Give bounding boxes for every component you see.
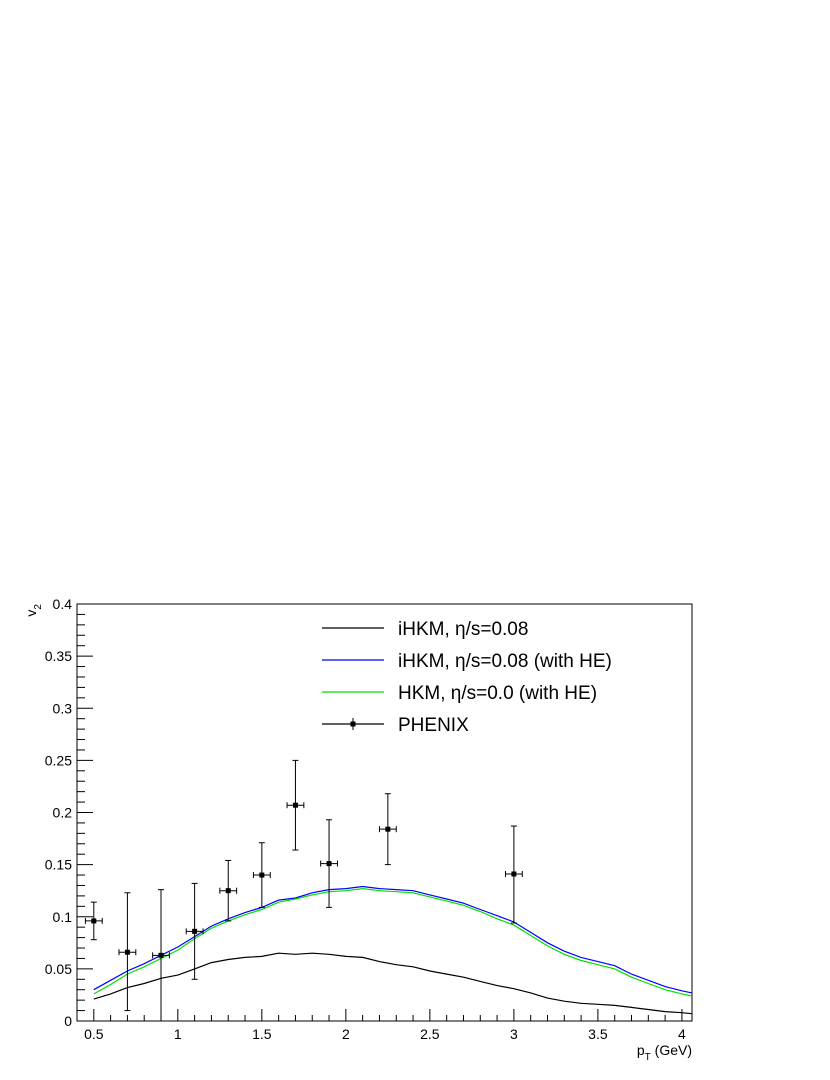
y-tick-label: 0.25 bbox=[45, 752, 72, 768]
y-tick-label: 0.05 bbox=[45, 961, 72, 977]
x-tick-labels: 0.5 1 1.5 2 2.5 3 3.5 4 bbox=[84, 1026, 686, 1042]
phenix-point bbox=[152, 889, 170, 1022]
axis-ticks bbox=[76, 603, 683, 1022]
series-line-3 bbox=[93, 887, 693, 997]
x-tick-label: 1.5 bbox=[252, 1026, 272, 1042]
y-tick-label: 0.1 bbox=[53, 909, 73, 925]
phenix-point bbox=[118, 892, 137, 1012]
legend-label: iHKM, η/s=0.08 bbox=[398, 619, 528, 640]
legend-label: iHKM, η/s=0.08 (with HE) bbox=[398, 651, 612, 672]
model-curves bbox=[93, 885, 693, 1015]
series-line-2 bbox=[93, 885, 693, 994]
point-marker bbox=[385, 826, 391, 832]
point-marker bbox=[124, 949, 130, 955]
x-axis-label: pT (GeV) bbox=[637, 1042, 692, 1063]
phenix-point bbox=[185, 882, 204, 980]
y-axis-label: v2 bbox=[23, 604, 44, 617]
x-tick-label: 3.5 bbox=[588, 1026, 608, 1042]
y-tick-label: 0.4 bbox=[53, 596, 73, 612]
phenix-point bbox=[286, 759, 305, 851]
y-tick-label: 0 bbox=[64, 1013, 72, 1029]
legend-marker bbox=[350, 721, 356, 727]
legend-label: HKM, η/s=0.0 (with HE) bbox=[398, 683, 597, 704]
x-tick-label: 2.5 bbox=[420, 1026, 440, 1042]
y-tick-label: 0.15 bbox=[45, 857, 72, 873]
legend-entry: PHENIX bbox=[322, 715, 469, 736]
point-marker bbox=[225, 888, 231, 894]
phenix-point bbox=[252, 842, 271, 908]
phenix-point bbox=[504, 825, 523, 924]
legend-entry: HKM, η/s=0.0 (with HE) bbox=[322, 683, 597, 704]
x-tick-label: 4 bbox=[678, 1026, 686, 1042]
point-marker bbox=[259, 872, 265, 878]
y-tick-labels: 0 0.05 0.1 0.15 0.2 0.25 0.3 0.35 0.4 bbox=[45, 596, 72, 1029]
x-tick-label: 2 bbox=[342, 1026, 350, 1042]
y-tick-label: 0.2 bbox=[53, 805, 73, 821]
point-marker bbox=[91, 918, 97, 924]
y-tick-label: 0.35 bbox=[45, 648, 72, 664]
x-tick-label: 1 bbox=[174, 1026, 182, 1042]
point-marker bbox=[292, 802, 298, 808]
point-marker bbox=[192, 928, 198, 934]
phenix-point bbox=[378, 793, 397, 866]
legend: iHKM, η/s=0.08 iHKM, η/s=0.08 (with HE) HK… bbox=[322, 619, 612, 736]
x-tick-label: 3 bbox=[510, 1026, 518, 1042]
point-marker bbox=[326, 861, 332, 867]
legend-label: PHENIX bbox=[398, 715, 469, 736]
point-marker bbox=[158, 952, 164, 958]
legend-entry: iHKM, η/s=0.08 bbox=[322, 619, 528, 640]
phenix-point bbox=[219, 859, 238, 922]
phenix-point bbox=[320, 819, 338, 908]
point-marker bbox=[511, 871, 517, 877]
legend-entry: iHKM, η/s=0.08 (with HE) bbox=[322, 651, 612, 672]
phenix-points bbox=[84, 759, 523, 1022]
x-tick-label: 0.5 bbox=[84, 1026, 104, 1042]
phenix-point bbox=[84, 901, 103, 941]
y-tick-label: 0.3 bbox=[53, 700, 73, 716]
